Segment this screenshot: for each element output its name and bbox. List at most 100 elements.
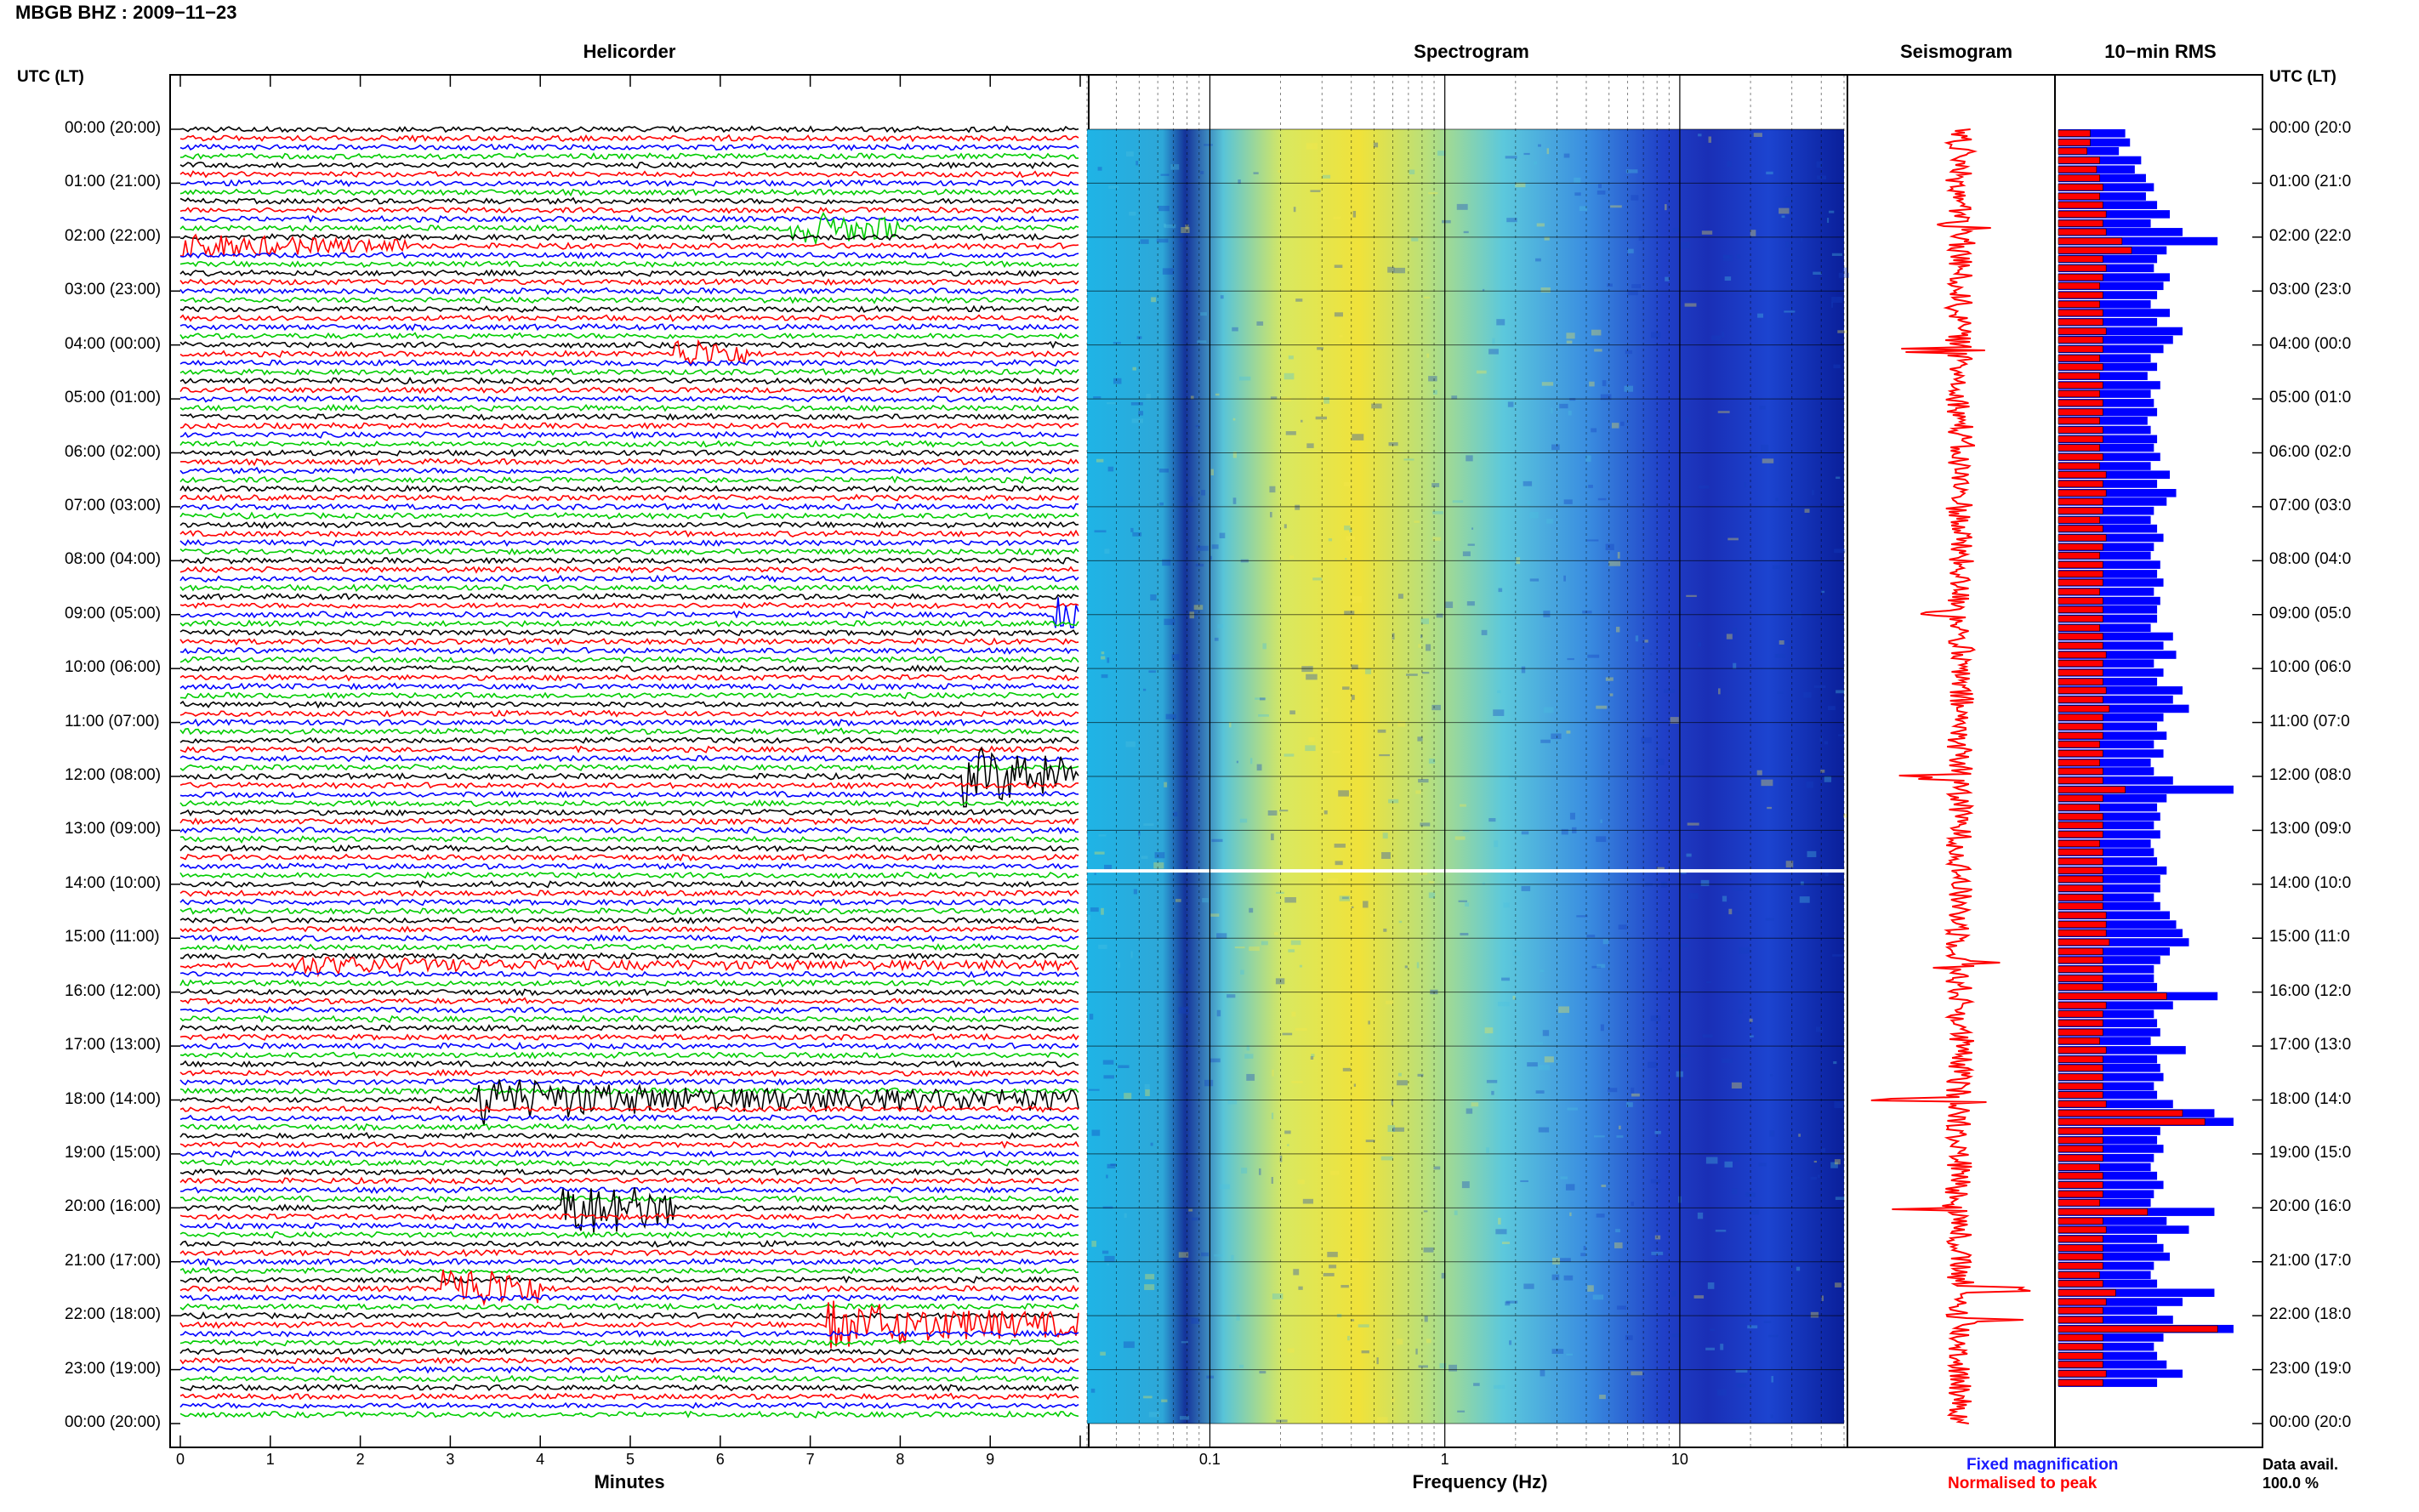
spectrogram-speckle	[1551, 1274, 1560, 1281]
spectrogram-speckle	[1806, 781, 1813, 788]
spectrogram-speckle	[1476, 370, 1487, 374]
spectrogram-speckle	[1089, 1014, 1094, 1020]
spectrogram-speckle	[1339, 334, 1343, 338]
rms-normalised-bar	[2058, 1289, 2116, 1297]
spectrogram-speckle	[1098, 834, 1107, 837]
spectrogram-speckle	[1796, 1266, 1801, 1271]
time-label-right: 00:00 (20:0	[2269, 1413, 2352, 1431]
spectrogram-speckle	[1717, 411, 1730, 413]
spectrogram-speckle	[1352, 210, 1357, 218]
helicorder-trace	[179, 970, 1079, 978]
helicorder-trace	[179, 376, 1079, 385]
spectrogram-speckle	[1842, 267, 1848, 273]
rms-fixed-bar	[2058, 497, 2167, 506]
spectrogram-speckle	[1288, 355, 1294, 360]
helicorder-trace	[179, 251, 1079, 259]
spectrogram-speckle	[1732, 1418, 1740, 1424]
spectrogram-speckle	[1521, 885, 1531, 891]
time-label-right: 21:00 (17:0	[2269, 1251, 2352, 1270]
helicorder-trace	[179, 211, 1079, 247]
spectrogram-speckle	[1180, 236, 1184, 242]
rms-fixed-bar	[2058, 893, 2154, 902]
spectrogram-speckle	[1705, 981, 1711, 984]
spectrogram-speckle	[1200, 171, 1204, 174]
spectrogram-speckle	[1834, 1159, 1841, 1165]
helicorder-trace	[179, 943, 1079, 952]
spectrogram-speckle	[1217, 624, 1224, 628]
spectrogram-speckle	[1181, 1341, 1188, 1344]
spectrogram-speckle	[1834, 1101, 1844, 1109]
spectrogram-speckle	[1353, 1083, 1357, 1087]
spectrogram-speckle	[1365, 1140, 1375, 1143]
rms-fixed-bar	[2058, 947, 2171, 956]
spectrogram-speckle	[1193, 605, 1204, 610]
spectrogram-speckle	[1295, 504, 1301, 510]
rms-normalised-bar	[2058, 444, 2100, 452]
helicorder-trace	[179, 566, 1079, 574]
spectrogram-speckle	[1334, 312, 1343, 317]
spectrogram-speckle	[1635, 635, 1639, 642]
helicorder-trace	[179, 1300, 1079, 1349]
spectrogram-speckle	[1349, 1220, 1352, 1226]
rms-fixed-bar	[2058, 533, 2164, 543]
rms-normalised-bar	[2058, 1118, 2206, 1126]
spectrogram-speckle	[1515, 182, 1526, 188]
spectrogram-speckle	[1163, 223, 1166, 228]
spectrogram-speckle	[1785, 861, 1794, 868]
spectrogram-speckle	[1566, 730, 1571, 734]
spectrogram-speckle	[1123, 1341, 1135, 1349]
rms-fixed-bar	[2058, 389, 2151, 398]
spectrogram-speckle	[1638, 236, 1645, 241]
spectrogram-speckle	[1576, 915, 1588, 918]
rms-normalised-bar	[2058, 615, 2103, 622]
spectrogram-speckle	[1466, 455, 1473, 462]
rms-fixed-bar	[2058, 354, 2151, 363]
spectrogram-speckle	[1582, 611, 1592, 614]
rms-normalised-bar	[2058, 1172, 2103, 1179]
spectrogram-speckle	[1620, 421, 1625, 426]
spectrogram-speckle	[1520, 1179, 1528, 1183]
rms-normalised-bar	[2058, 1199, 2100, 1207]
spectrogram-speckle	[1651, 1251, 1664, 1255]
spectrogram-speckle	[1616, 1305, 1626, 1310]
spectrogram-speckle	[1351, 664, 1358, 670]
rms-normalised-bar	[2058, 1361, 2103, 1368]
spectrogram-speckle	[1426, 644, 1431, 651]
spectrogram-speckle	[1750, 230, 1756, 236]
spectrogram-speckle	[1269, 486, 1276, 493]
spectrogram-speckle	[1333, 216, 1341, 219]
rms-fixed-bar	[2058, 317, 2158, 327]
spectrogram-speckle	[1106, 1174, 1108, 1179]
rms-fixed-bar	[2058, 614, 2158, 623]
spectrogram-speckle	[1101, 656, 1106, 660]
spectrogram-speckle	[1665, 276, 1670, 281]
spectrogram-speckle	[1145, 1274, 1155, 1280]
helicorder-trace	[179, 358, 1079, 367]
rms-normalised-bar	[2058, 166, 2097, 173]
rms-fixed-bar	[2058, 362, 2158, 372]
helicorder-trace	[179, 1365, 1079, 1374]
time-label-left: 23:00 (19:00)	[65, 1359, 162, 1378]
helicorder-trace	[179, 898, 1079, 907]
spectrogram-speckle	[1587, 654, 1600, 658]
spectrogram-speckle	[1238, 376, 1251, 381]
rms-normalised-bar	[2058, 462, 2100, 470]
helicorder-trace	[179, 340, 1079, 350]
spectrogram-speckle	[1387, 266, 1395, 273]
spectrogram-speckle	[1527, 1062, 1538, 1067]
time-label-right: 08:00 (04:0	[2269, 550, 2352, 569]
helicorder-trace	[179, 493, 1079, 502]
spectrogram-speckle	[1627, 290, 1638, 296]
spectrogram-speckle	[1437, 151, 1446, 156]
helicorder-trace	[179, 955, 1079, 978]
spectrogram-speckle	[1328, 538, 1333, 542]
spectrogram-speckle	[1191, 1317, 1199, 1324]
rms-normalised-bar	[2058, 1225, 2107, 1234]
helicorder-trace	[179, 232, 1079, 242]
rms-fixed-bar	[2058, 1288, 2215, 1298]
spectrogram-speckle	[1228, 722, 1232, 728]
spectrogram-speckle	[1339, 895, 1351, 901]
spectrogram-speckle	[1608, 1088, 1618, 1093]
rms-normalised-bar	[2058, 1163, 2100, 1171]
spectrogram-speckle	[1418, 644, 1421, 648]
